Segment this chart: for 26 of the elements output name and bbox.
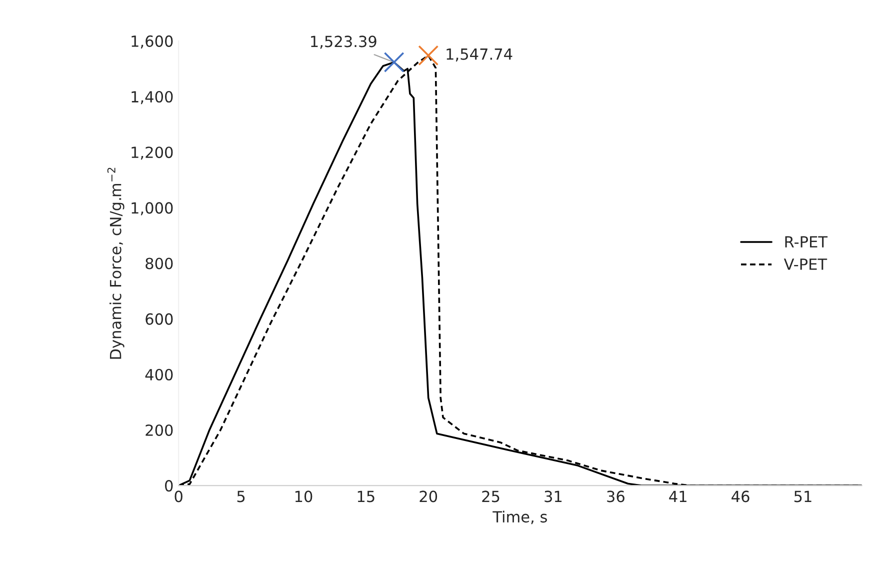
legend-label: R-PET (785, 236, 828, 248)
y-tick-label: 1,000 (132, 202, 173, 216)
y-tick-label: 1,600 (132, 35, 173, 49)
x-tick-label: 15 (358, 490, 374, 502)
y-tick-label: 1,400 (132, 90, 173, 104)
y-tick-label: 1,200 (132, 146, 173, 160)
x-tick-label: 41 (669, 490, 686, 502)
x-axis-title: Time, s (492, 510, 547, 524)
data-label: 1,523.39 (311, 36, 376, 49)
x-tick-label: 25 (482, 490, 500, 502)
data-label: 1,547.74 (446, 48, 512, 62)
x-tick-label: 20 (420, 490, 438, 502)
legend-label: V-PET (784, 258, 828, 270)
y-tick-label: 200 (146, 424, 173, 436)
y-tick-label: 0 (165, 480, 173, 492)
y-tick-label: 800 (146, 258, 173, 270)
x-tick-label: 0 (174, 490, 182, 502)
x-tick-label: 51 (794, 490, 812, 502)
x-tick-label: 36 (607, 490, 624, 502)
y-tick-label: 600 (146, 313, 173, 325)
x-tick-label: 5 (237, 490, 245, 502)
x-tick-label: 10 (295, 490, 312, 502)
x-tick-label: 31 (544, 490, 562, 502)
y-axis-title: Dynamic Force, cN/g.m$^{−2}$ (107, 168, 124, 359)
x-tick-label: 46 (732, 490, 750, 502)
y-tick-label: 400 (145, 368, 173, 380)
